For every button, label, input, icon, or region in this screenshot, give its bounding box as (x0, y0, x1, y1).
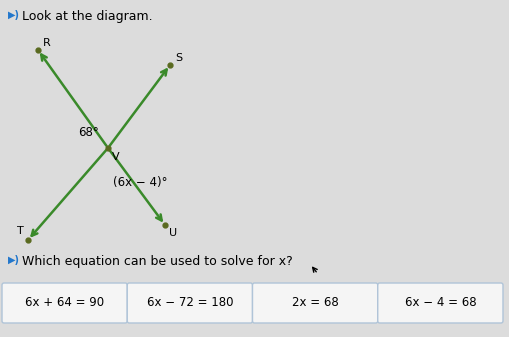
Text: U: U (169, 228, 177, 238)
Text: V: V (112, 152, 120, 162)
Text: (6x − 4)°: (6x − 4)° (113, 176, 167, 189)
FancyBboxPatch shape (252, 283, 378, 323)
FancyBboxPatch shape (127, 283, 252, 323)
Text: R: R (43, 38, 51, 48)
Text: ▶): ▶) (8, 255, 20, 265)
Text: ▶): ▶) (8, 10, 20, 20)
FancyBboxPatch shape (2, 283, 127, 323)
Text: S: S (175, 53, 182, 63)
Text: Which equation can be used to solve for x?: Which equation can be used to solve for … (22, 255, 293, 268)
Text: Look at the diagram.: Look at the diagram. (22, 10, 153, 23)
Text: 2x = 68: 2x = 68 (292, 297, 338, 309)
Text: 6x − 4 = 68: 6x − 4 = 68 (405, 297, 476, 309)
Text: 6x − 72 = 180: 6x − 72 = 180 (147, 297, 233, 309)
Text: 6x + 64 = 90: 6x + 64 = 90 (25, 297, 104, 309)
FancyBboxPatch shape (378, 283, 503, 323)
Text: T: T (17, 226, 24, 236)
Text: 68°: 68° (78, 126, 99, 139)
